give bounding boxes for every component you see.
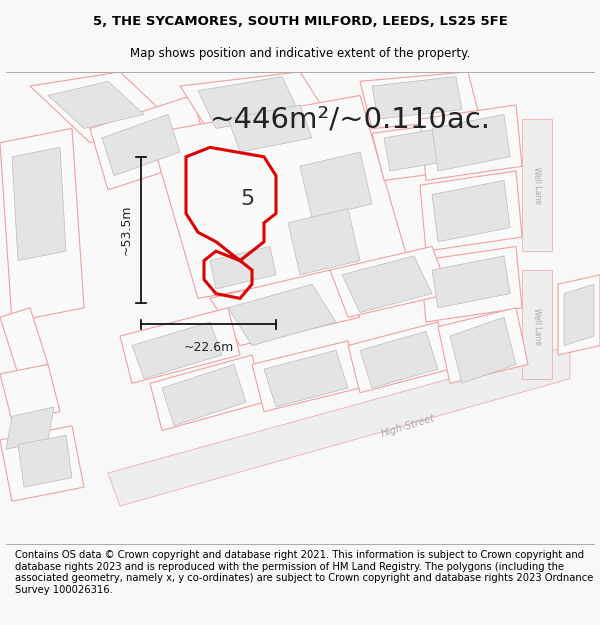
Polygon shape [450,318,516,383]
Polygon shape [12,148,66,261]
Polygon shape [432,181,510,242]
Polygon shape [6,407,54,449]
Polygon shape [0,364,60,421]
Polygon shape [348,322,450,392]
Text: High-Street: High-Street [380,413,436,439]
Polygon shape [522,119,552,251]
Polygon shape [108,346,570,506]
Polygon shape [372,119,492,181]
Polygon shape [30,72,180,142]
Text: Well Lane: Well Lane [532,308,542,346]
Polygon shape [342,256,432,312]
Text: Map shows position and indicative extent of the property.: Map shows position and indicative extent… [130,48,470,61]
Text: Well Lane: Well Lane [532,166,542,204]
Polygon shape [48,81,144,129]
Text: Contains OS data © Crown copyright and database right 2021. This information is : Contains OS data © Crown copyright and d… [15,550,593,595]
Polygon shape [210,246,276,289]
Polygon shape [264,350,348,407]
Polygon shape [360,331,438,388]
Polygon shape [18,435,72,487]
Polygon shape [432,114,510,171]
Polygon shape [372,77,462,119]
Text: 5: 5 [240,189,254,209]
Text: ~446m²/~0.110ac.: ~446m²/~0.110ac. [210,105,491,133]
Polygon shape [420,171,522,251]
Polygon shape [420,105,522,181]
Polygon shape [300,152,372,218]
Polygon shape [438,308,528,383]
Polygon shape [558,275,600,355]
Text: ~22.6m: ~22.6m [184,341,233,354]
Polygon shape [210,270,360,346]
Polygon shape [330,246,450,318]
Polygon shape [132,322,222,379]
Polygon shape [288,209,360,275]
Polygon shape [150,96,408,298]
Polygon shape [0,426,84,501]
Polygon shape [228,105,312,152]
Polygon shape [432,256,510,308]
Polygon shape [252,341,360,412]
Polygon shape [360,72,480,129]
Polygon shape [180,72,330,133]
Polygon shape [228,284,336,346]
Text: 5, THE SYCAMORES, SOUTH MILFORD, LEEDS, LS25 5FE: 5, THE SYCAMORES, SOUTH MILFORD, LEEDS, … [92,15,508,28]
Text: ~53.5m: ~53.5m [119,205,133,255]
Polygon shape [198,77,300,129]
Polygon shape [0,129,84,322]
Polygon shape [102,114,180,176]
Polygon shape [150,355,264,431]
Polygon shape [0,308,48,374]
Polygon shape [120,308,240,383]
Polygon shape [384,124,474,171]
Polygon shape [420,246,522,322]
Polygon shape [162,364,246,426]
Polygon shape [522,270,552,379]
Polygon shape [564,284,594,346]
Polygon shape [90,96,210,190]
